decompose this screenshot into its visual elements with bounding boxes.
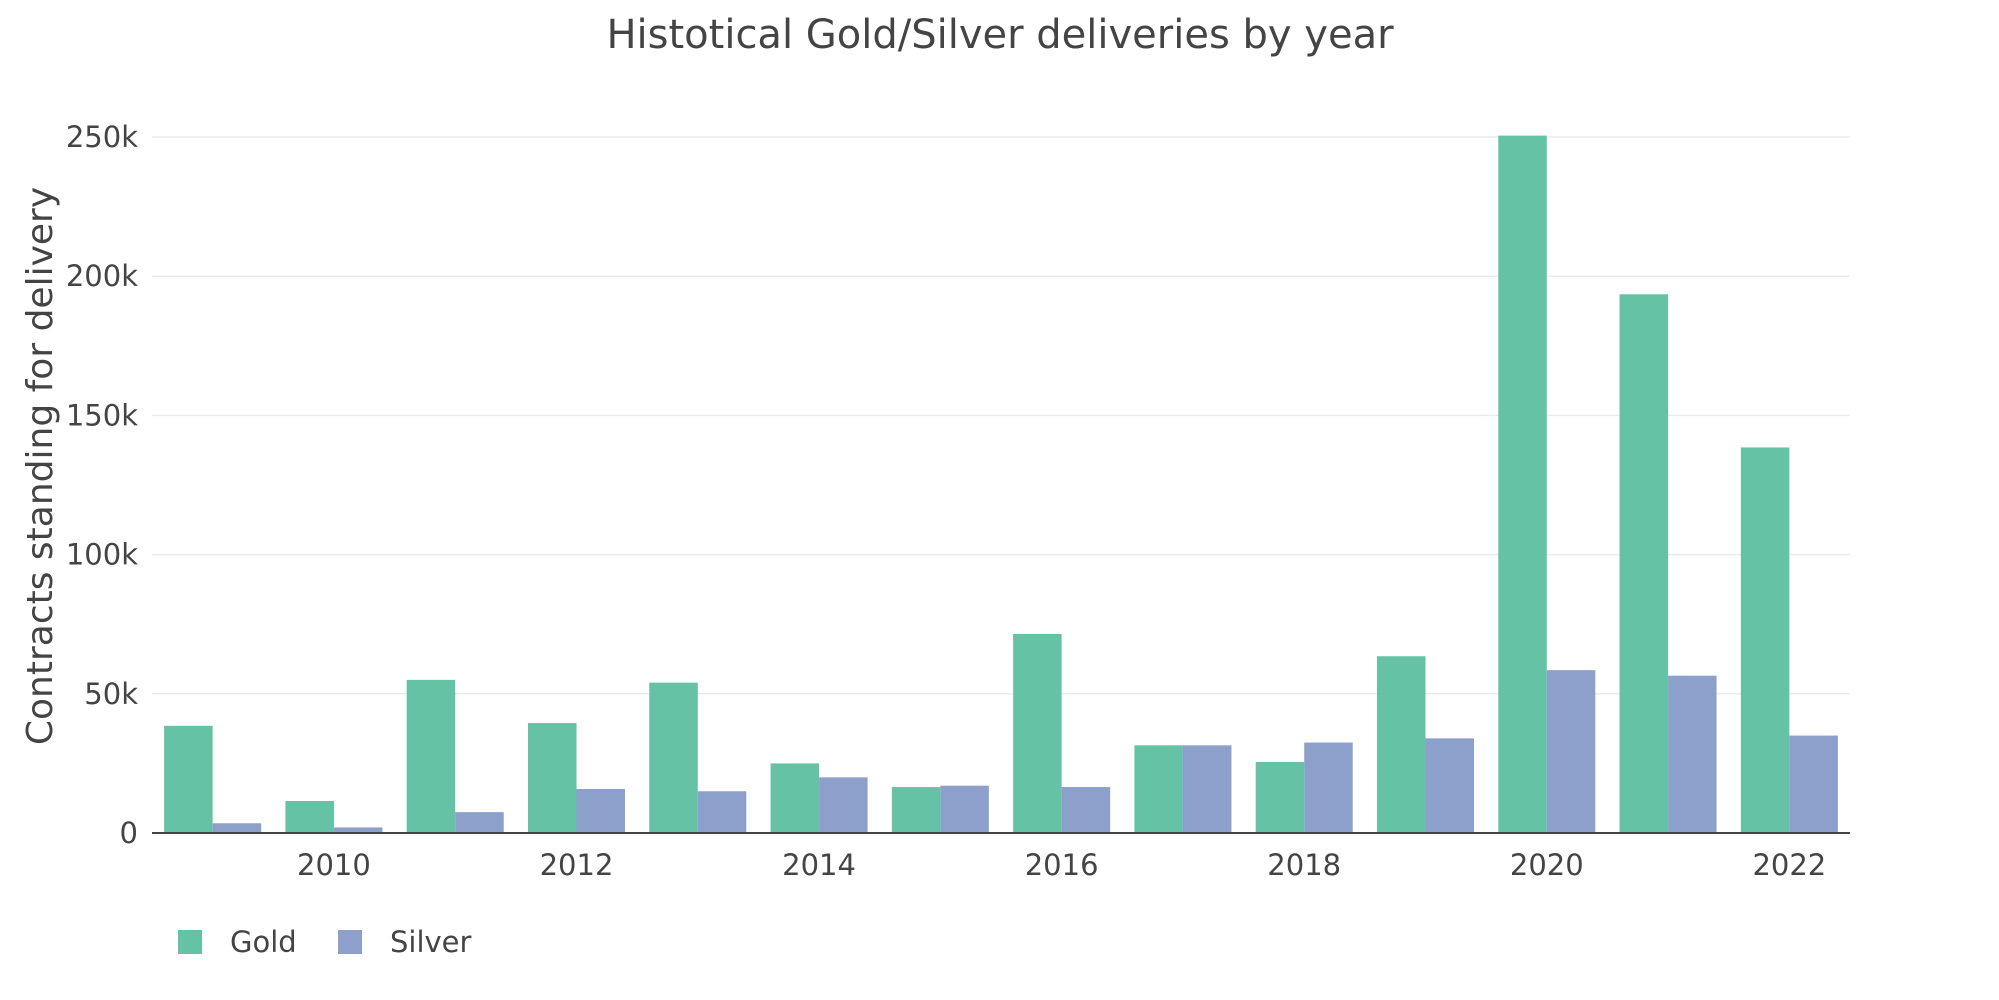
silver-bar-2016[interactable] — [1061, 787, 1111, 833]
bars — [164, 135, 1838, 833]
x-tick-label: 2018 — [1267, 848, 1341, 882]
legend[interactable]: Gold Silver — [178, 925, 472, 959]
gold-bar-2017[interactable] — [1134, 745, 1183, 833]
y-tick-label: 200k — [66, 259, 138, 293]
legend-label-gold: Gold — [230, 925, 297, 959]
legend-item-silver[interactable]: Silver — [338, 925, 472, 959]
silver-bar-2018[interactable] — [1304, 742, 1353, 833]
legend-swatch-gold — [178, 930, 202, 954]
y-tick-label: 150k — [66, 398, 138, 432]
x-tick-label: 2012 — [540, 848, 614, 882]
x-tick-label: 2020 — [1510, 848, 1584, 882]
silver-bar-2022[interactable] — [1789, 735, 1838, 833]
y-tick-label: 0 — [120, 816, 138, 850]
gold-bar-2018[interactable] — [1255, 762, 1305, 833]
legend-item-gold[interactable]: Gold — [178, 925, 297, 959]
gold-bar-2022[interactable] — [1740, 447, 1790, 833]
silver-bar-2020[interactable] — [1546, 670, 1596, 833]
gold-bar-2014[interactable] — [770, 763, 820, 833]
y-tick-label: 100k — [66, 538, 138, 572]
silver-bar-2017[interactable] — [1182, 745, 1232, 833]
silver-bar-2011[interactable] — [455, 812, 504, 833]
x-tick-label: 2022 — [1752, 848, 1826, 882]
legend-label-silver: Silver — [390, 925, 472, 959]
y-axis-label: Contracts standing for delivery — [20, 187, 61, 745]
y-tick-label: 250k — [66, 120, 138, 154]
silver-bar-2012[interactable] — [576, 789, 626, 833]
legend-swatch-silver — [338, 930, 362, 954]
silver-bar-2015[interactable] — [940, 785, 989, 833]
gold-bar-2021[interactable] — [1619, 294, 1669, 833]
gold-bar-2009[interactable] — [164, 725, 213, 833]
x-tick-label: 2014 — [782, 848, 856, 882]
silver-bar-2009[interactable] — [212, 823, 262, 833]
gold-bar-2011[interactable] — [406, 679, 456, 833]
y-axis-ticks: 0 50k 100k 150k 200k 250k — [66, 120, 138, 850]
x-tick-label: 2010 — [297, 848, 371, 882]
silver-bar-2013[interactable] — [697, 791, 747, 833]
x-tick-label: 2016 — [1025, 848, 1099, 882]
y-tick-label: 50k — [84, 677, 138, 711]
silver-bar-2014[interactable] — [819, 777, 868, 833]
x-axis-ticks: 2010 2012 2014 2016 2018 2020 2022 — [297, 848, 1826, 882]
chart-title: Histotical Gold/Silver deliveries by yea… — [606, 12, 1394, 58]
gold-bar-2012[interactable] — [527, 723, 577, 833]
silver-bar-2021[interactable] — [1668, 675, 1717, 833]
gold-bar-2010[interactable] — [285, 800, 334, 833]
gold-bar-2013[interactable] — [649, 682, 698, 833]
gold-bar-2016[interactable] — [1013, 633, 1062, 833]
gridlines — [152, 136, 1850, 695]
gold-bar-2020[interactable] — [1498, 135, 1547, 833]
silver-bar-2010[interactable] — [333, 827, 383, 833]
silver-bar-2019[interactable] — [1425, 738, 1475, 833]
gold-bar-2019[interactable] — [1376, 656, 1426, 833]
gold-bar-2015[interactable] — [891, 787, 941, 833]
